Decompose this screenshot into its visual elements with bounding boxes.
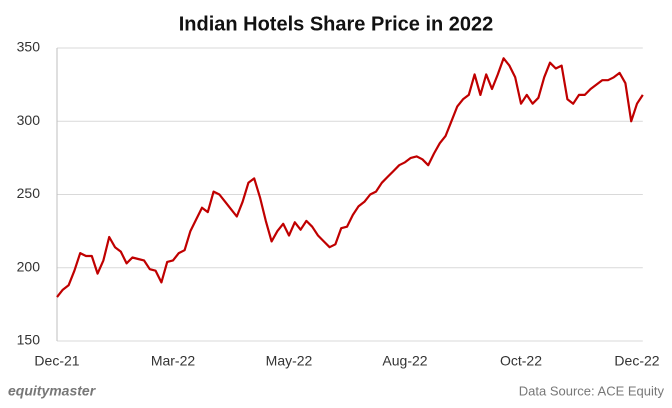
x-tick-label: Dec-21	[34, 353, 79, 369]
chart-title: Indian Hotels Share Price in 2022	[179, 13, 494, 35]
price-line	[56, 57, 644, 298]
y-tick-label: 300	[17, 112, 41, 128]
y-tick-label: 250	[17, 185, 41, 201]
y-tick-label: 350	[17, 39, 41, 55]
x-tick-label: Mar-22	[151, 353, 196, 369]
x-tick-label: Oct-22	[500, 353, 542, 369]
brand: equitymaster	[8, 383, 97, 399]
x-tick-label: Dec-22	[614, 353, 659, 369]
source-note: Data Source: ACE Equity	[519, 383, 665, 398]
y-tick-label: 150	[17, 332, 41, 348]
y-tick-label: 200	[17, 258, 41, 274]
x-tick-label: Aug-22	[382, 353, 427, 369]
x-tick-label: May-22	[266, 353, 313, 369]
